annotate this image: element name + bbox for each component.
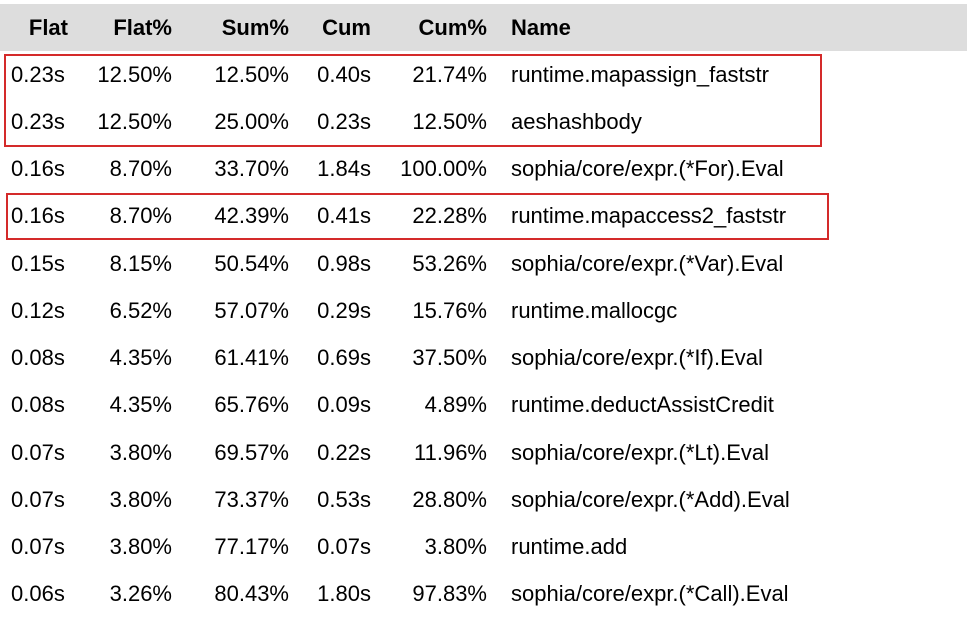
cell-cum-percent: 21.74% — [412, 61, 487, 87]
table-row[interactable]: 0.07s 3.80% 77.17% 0.07s 3.80% runtime.a… — [0, 524, 967, 571]
cell-name: sophia/core/expr.(*Call).Eval — [511, 581, 789, 607]
cell-cum: 0.69s — [317, 345, 371, 371]
cell-cum: 0.98s — [317, 250, 371, 276]
column-header-flat-percent[interactable]: Flat% — [113, 14, 172, 40]
cell-flat-percent: 4.35% — [109, 392, 172, 418]
table-row[interactable]: 0.06s 3.26% 80.43% 1.80s 97.83% sophia/c… — [0, 571, 967, 618]
cell-sum-percent: 80.43% — [214, 581, 289, 607]
table-row[interactable]: 0.16s 8.70% 33.70% 1.84s 100.00% sophia/… — [0, 146, 967, 193]
column-header-cum-percent[interactable]: Cum% — [418, 14, 487, 40]
cell-flat-percent: 8.70% — [109, 156, 172, 182]
cell-sum-percent: 25.00% — [214, 108, 289, 134]
table-row[interactable]: 0.07s 3.80% 69.57% 0.22s 11.96% sophia/c… — [0, 429, 967, 476]
cell-cum: 0.40s — [317, 61, 371, 87]
cell-flat-percent: 8.15% — [109, 250, 172, 276]
cell-flat: 0.12s — [11, 297, 65, 323]
cell-flat-percent: 6.52% — [109, 297, 172, 323]
cell-sum-percent: 65.76% — [214, 392, 289, 418]
cell-cum: 1.84s — [317, 156, 371, 182]
cell-sum-percent: 69.57% — [214, 439, 289, 465]
cell-cum: 0.41s — [317, 203, 371, 229]
column-header-sum-percent[interactable]: Sum% — [221, 14, 289, 40]
cell-cum-percent: 22.28% — [412, 203, 487, 229]
cell-flat: 0.15s — [11, 250, 65, 276]
cell-cum: 0.23s — [317, 108, 371, 134]
table-header: Flat Flat% Sum% Cum Cum% Name — [0, 4, 967, 51]
cell-flat: 0.16s — [11, 156, 65, 182]
cell-name: runtime.mapaccess2_faststr — [511, 203, 787, 229]
cell-name: runtime.mapassign_faststr — [511, 61, 769, 87]
cell-cum-percent: 4.89% — [424, 392, 487, 418]
column-header-cum[interactable]: Cum — [322, 14, 371, 40]
cell-name: sophia/core/expr.(*Var).Eval — [511, 250, 784, 276]
cell-sum-percent: 12.50% — [214, 61, 289, 87]
cell-cum-percent: 12.50% — [412, 108, 487, 134]
cell-flat: 0.16s — [11, 203, 65, 229]
table-body: 0.23s 12.50% 12.50% 0.40s 21.74% runtime… — [0, 51, 967, 618]
cell-flat: 0.07s — [11, 439, 65, 465]
cell-cum: 0.22s — [317, 439, 371, 465]
cell-flat: 0.08s — [11, 392, 65, 418]
cell-cum: 1.80s — [317, 581, 371, 607]
table-row[interactable]: 0.08s 4.35% 65.76% 0.09s 4.89% runtime.d… — [0, 382, 967, 429]
cell-cum: 0.07s — [317, 534, 371, 560]
table-row[interactable]: 0.16s 8.70% 42.39% 0.41s 22.28% runtime.… — [0, 193, 967, 240]
table-row[interactable]: 0.23s 12.50% 25.00% 0.23s 12.50% aeshash… — [0, 98, 967, 145]
cell-flat: 0.08s — [11, 345, 65, 371]
cell-cum-percent: 37.50% — [412, 345, 487, 371]
cell-cum-percent: 15.76% — [412, 297, 487, 323]
cell-flat-percent: 12.50% — [97, 61, 172, 87]
cell-flat-percent: 12.50% — [97, 108, 172, 134]
cell-cum: 0.29s — [317, 297, 371, 323]
cell-flat: 0.07s — [11, 486, 65, 512]
cell-name: aeshashbody — [511, 108, 642, 134]
column-header-flat[interactable]: Flat — [28, 14, 68, 40]
table-row[interactable]: 0.08s 4.35% 61.41% 0.69s 37.50% sophia/c… — [0, 335, 967, 382]
cell-flat: 0.07s — [11, 534, 65, 560]
cell-name: sophia/core/expr.(*Lt).Eval — [511, 439, 770, 465]
cell-sum-percent: 33.70% — [214, 156, 289, 182]
table-row[interactable]: 0.23s 12.50% 12.50% 0.40s 21.74% runtime… — [0, 51, 967, 98]
table-row[interactable]: 0.15s 8.15% 50.54% 0.98s 53.26% sophia/c… — [0, 240, 967, 287]
table-row[interactable]: 0.12s 6.52% 57.07% 0.29s 15.76% runtime.… — [0, 287, 967, 334]
cell-name: sophia/core/expr.(*Add).Eval — [511, 486, 790, 512]
cell-cum-percent: 3.80% — [424, 534, 487, 560]
cell-cum-percent: 53.26% — [412, 250, 487, 276]
cell-flat-percent: 8.70% — [109, 203, 172, 229]
cell-cum-percent: 11.96% — [414, 439, 487, 465]
cell-cum: 0.09s — [317, 392, 371, 418]
cell-name: runtime.add — [511, 534, 628, 560]
cell-flat: 0.23s — [11, 108, 65, 134]
cell-flat-percent: 4.35% — [109, 345, 172, 371]
cell-flat: 0.06s — [11, 581, 65, 607]
cell-cum-percent: 100.00% — [400, 156, 487, 182]
cell-sum-percent: 42.39% — [214, 203, 289, 229]
cell-flat-percent: 3.80% — [109, 486, 172, 512]
cell-flat: 0.23s — [11, 61, 65, 87]
cell-sum-percent: 77.17% — [214, 534, 289, 560]
cell-cum-percent: 97.83% — [412, 581, 487, 607]
cell-sum-percent: 50.54% — [214, 250, 289, 276]
cell-name: sophia/core/expr.(*For).Eval — [511, 156, 784, 182]
cell-name: runtime.mallocgc — [511, 297, 678, 323]
cell-name: sophia/core/expr.(*If).Eval — [511, 345, 763, 371]
cell-name: runtime.deductAssistCredit — [511, 392, 774, 418]
cell-sum-percent: 73.37% — [214, 486, 289, 512]
cell-flat-percent: 3.80% — [109, 534, 172, 560]
cell-flat-percent: 3.80% — [109, 439, 172, 465]
cell-flat-percent: 3.26% — [109, 581, 172, 607]
table-row[interactable]: 0.07s 3.80% 73.37% 0.53s 28.80% sophia/c… — [0, 476, 967, 523]
cell-cum: 0.53s — [317, 486, 371, 512]
cell-sum-percent: 61.41% — [214, 345, 289, 371]
cell-sum-percent: 57.07% — [214, 297, 289, 323]
profile-table: Flat Flat% Sum% Cum Cum% Name 0.23s 12.5… — [0, 4, 967, 618]
column-header-name[interactable]: Name — [511, 14, 571, 40]
cell-cum-percent: 28.80% — [412, 486, 487, 512]
